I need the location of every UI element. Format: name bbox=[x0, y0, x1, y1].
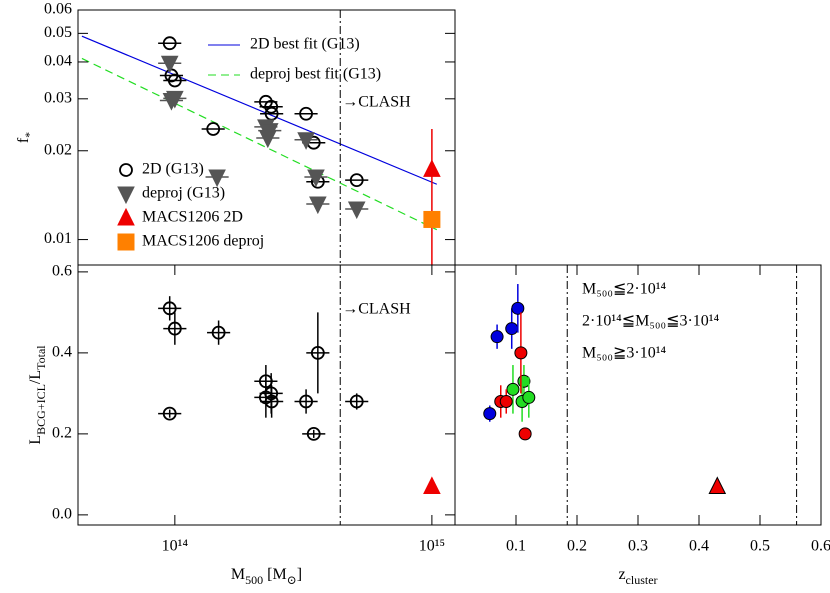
point bbox=[708, 476, 727, 495]
point bbox=[162, 301, 177, 316]
legend-marker bbox=[117, 233, 135, 251]
point bbox=[264, 394, 279, 409]
legend-label: 2D best fit (G13) bbox=[250, 36, 360, 53]
x-axis-label: M500 [M⊙] bbox=[231, 566, 302, 587]
x-tick-label: 10¹⁵ bbox=[419, 538, 445, 555]
x-tick-label: 0.4 bbox=[689, 538, 709, 555]
y-tick-label: 0.06 bbox=[44, 1, 72, 18]
y-tick-label: 0.6 bbox=[52, 263, 72, 280]
point bbox=[299, 394, 313, 409]
legend-label: M₅₀₀≦2·10¹⁴ bbox=[582, 281, 666, 298]
legend-label: 2·10¹⁴≦M₅₀₀≦3·10¹⁴ bbox=[582, 313, 720, 330]
legend-marker bbox=[117, 207, 135, 226]
point bbox=[297, 132, 315, 150]
legend-marker bbox=[117, 186, 135, 205]
annotation: →CLASH bbox=[342, 301, 411, 318]
x-tick-label: 0.2 bbox=[567, 538, 587, 555]
point bbox=[347, 201, 366, 220]
y-tick-label: 0.03 bbox=[44, 89, 72, 106]
point bbox=[310, 345, 325, 360]
point bbox=[167, 321, 182, 336]
point bbox=[505, 322, 519, 336]
x-axis-label-part: z bbox=[618, 566, 625, 583]
plot-area bbox=[158, 296, 441, 495]
y-axis-label-part: * bbox=[22, 132, 36, 138]
point bbox=[264, 99, 279, 114]
x-tick-label: 0.3 bbox=[628, 538, 648, 555]
plot-area bbox=[483, 284, 727, 495]
point bbox=[483, 407, 497, 421]
legend-label: MACS1206 2D bbox=[142, 209, 243, 226]
annotation: →CLASH bbox=[342, 94, 411, 111]
point bbox=[211, 325, 226, 340]
point bbox=[349, 394, 364, 409]
point bbox=[423, 159, 441, 177]
y-tick-label: 0.02 bbox=[44, 141, 72, 158]
x-axis-label-part: M bbox=[231, 566, 245, 583]
point bbox=[522, 390, 536, 404]
point bbox=[299, 106, 313, 121]
point bbox=[167, 73, 182, 88]
point bbox=[206, 122, 221, 136]
point bbox=[162, 406, 177, 421]
legend-label: deproj best fit (G13) bbox=[250, 66, 381, 83]
point bbox=[160, 55, 179, 74]
point bbox=[514, 346, 528, 360]
point bbox=[307, 169, 325, 188]
y-tick-label: 0.0 bbox=[52, 506, 72, 523]
point bbox=[162, 36, 177, 51]
plot-area bbox=[81, 35, 441, 265]
y-axis-label-part: f bbox=[15, 137, 32, 143]
legend-label: deproj (G13) bbox=[142, 185, 225, 202]
x-axis-label-part: 500 bbox=[245, 573, 263, 587]
y-tick-label: 0.4 bbox=[52, 344, 72, 361]
y-tick-label: 0.04 bbox=[44, 53, 72, 70]
y-axis-label-part: /L bbox=[27, 370, 44, 384]
point bbox=[423, 210, 441, 228]
point bbox=[166, 90, 184, 109]
fit-line bbox=[81, 35, 438, 185]
y-tick-label: 0.01 bbox=[44, 230, 72, 247]
fit-line bbox=[81, 57, 438, 231]
x-tick-label: 0.5 bbox=[750, 538, 770, 555]
legend-label: MACS1206 deproj bbox=[142, 233, 264, 250]
x-tick-label: 10¹⁴ bbox=[162, 538, 189, 555]
point bbox=[490, 330, 504, 344]
y-axis-label-part: BCG+ICL bbox=[34, 384, 48, 435]
point bbox=[423, 476, 441, 495]
legend-marker bbox=[119, 163, 133, 177]
x-axis-label: zcluster bbox=[618, 566, 657, 587]
legend-label: 2D (G13) bbox=[142, 161, 204, 178]
point bbox=[506, 382, 520, 396]
y-axis-label: f* bbox=[15, 132, 36, 143]
y-axis-label-part: Total bbox=[34, 345, 48, 370]
x-tick-label: 0.6 bbox=[811, 538, 830, 555]
y-tick-label: 0.2 bbox=[52, 425, 72, 442]
legend-label: M₅₀₀≧3·10¹⁴ bbox=[582, 345, 666, 362]
point bbox=[306, 426, 321, 441]
x-axis-label-part: [M bbox=[263, 566, 287, 583]
y-axis-label: LBCG+ICL/LTotal bbox=[27, 345, 48, 445]
x-axis-label-part: ] bbox=[297, 566, 302, 583]
point bbox=[518, 427, 532, 441]
x-axis-label-part: ⊙ bbox=[287, 573, 297, 587]
point bbox=[208, 169, 226, 188]
x-axis-label-part: cluster bbox=[626, 573, 658, 587]
point bbox=[511, 301, 525, 315]
point bbox=[499, 394, 513, 408]
point bbox=[309, 196, 327, 215]
x-tick-label: 0.1 bbox=[506, 538, 526, 555]
y-axis-label-part: L bbox=[27, 435, 44, 445]
point bbox=[349, 173, 364, 188]
y-tick-label: 0.05 bbox=[44, 24, 72, 41]
point bbox=[259, 130, 277, 149]
